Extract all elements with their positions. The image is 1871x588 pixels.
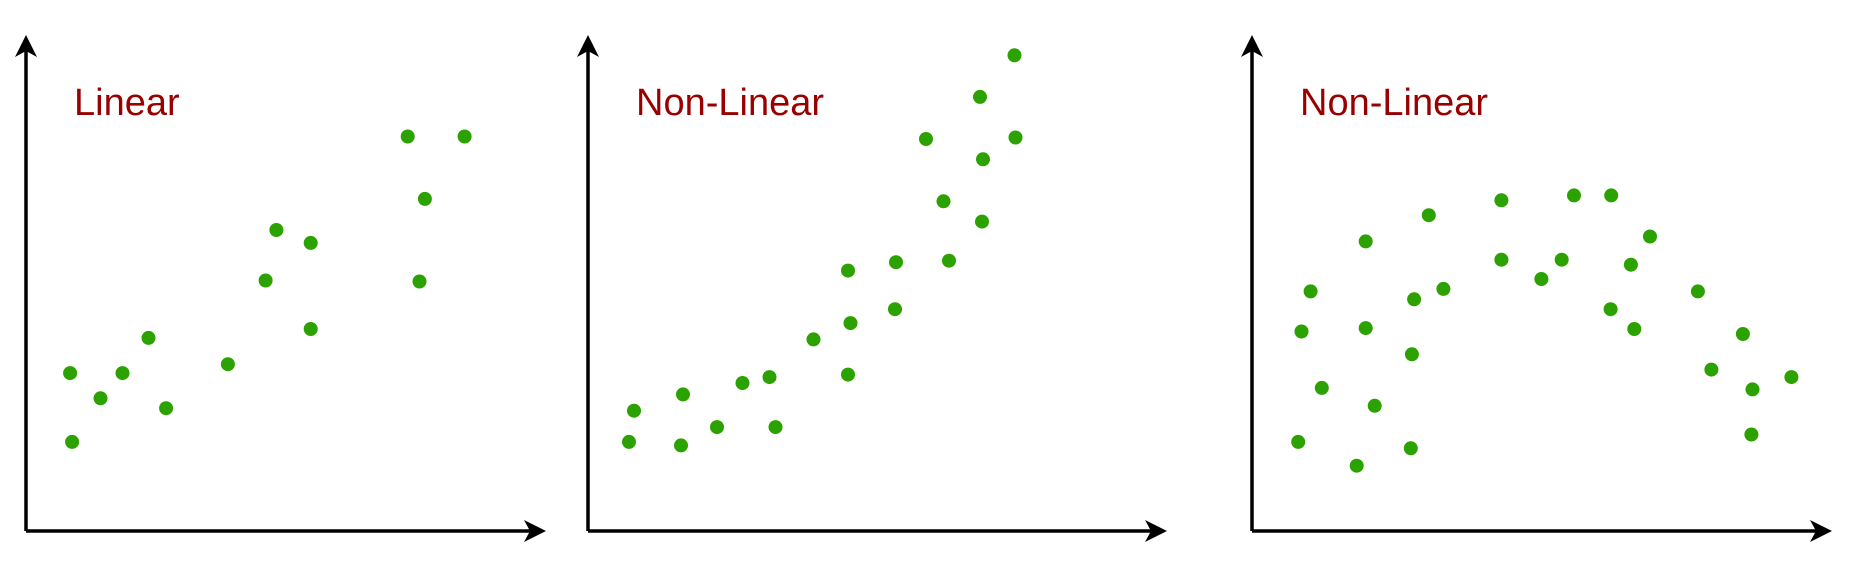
data-point [1567, 188, 1581, 203]
data-point [412, 274, 427, 289]
data-point [1008, 130, 1023, 145]
data-point [976, 152, 990, 167]
data-point [889, 255, 903, 270]
data-point [936, 194, 951, 209]
data-point [303, 235, 318, 250]
data-point [1358, 321, 1373, 336]
data-point [942, 253, 956, 268]
data-point [63, 366, 78, 381]
data-point [1367, 398, 1382, 413]
data-point [841, 263, 855, 278]
y-axis-arrow-icon [1241, 35, 1263, 57]
data-point [676, 387, 690, 402]
plot-area-nonlinear-curve [1241, 35, 1832, 542]
data-point [674, 438, 688, 453]
plot-area-nonlinear-growth [577, 35, 1167, 542]
data-point [841, 367, 855, 382]
data-point [115, 366, 130, 381]
data-point [303, 322, 318, 336]
x-axis-arrow-icon [1810, 520, 1832, 542]
data-point [1784, 370, 1799, 385]
data-point [1436, 281, 1451, 296]
data-point [1604, 188, 1619, 203]
panel-title: Linear [74, 82, 180, 124]
data-point [1294, 324, 1309, 339]
data-point [975, 214, 989, 229]
data-point [269, 223, 284, 237]
panel-linear: Linear [15, 35, 546, 542]
data-point [1291, 434, 1306, 449]
data-point [1404, 347, 1419, 362]
data-point [622, 434, 636, 449]
data-point [762, 370, 777, 385]
data-point [1349, 458, 1364, 473]
data-point [919, 132, 933, 146]
data-point [1314, 380, 1329, 395]
data-point [973, 89, 987, 104]
data-point [1643, 229, 1657, 244]
data-point [1554, 252, 1569, 267]
data-point [1007, 48, 1022, 63]
data-point [1494, 252, 1509, 267]
data-point [457, 129, 472, 144]
data-point [1704, 362, 1719, 377]
data-point [1494, 193, 1509, 208]
data-point [1623, 257, 1638, 272]
data-point [627, 403, 641, 418]
data-point [1627, 322, 1642, 336]
data-point [806, 332, 821, 347]
data-point [93, 391, 108, 406]
x-axis-arrow-icon [1145, 520, 1167, 542]
data-point [1603, 302, 1618, 317]
x-axis-arrow-icon [524, 520, 546, 542]
data-point [65, 434, 80, 449]
data-point [220, 357, 235, 372]
y-axis-arrow-icon [15, 35, 37, 57]
data-point [843, 316, 858, 331]
data-point [1745, 382, 1760, 397]
data-point [888, 302, 902, 317]
data-point [1744, 427, 1759, 442]
data-point [1303, 284, 1318, 299]
data-point [1534, 272, 1549, 286]
data-point [417, 191, 432, 206]
y-axis-arrow-icon [577, 35, 599, 57]
panel-nonlinear-growth: Non-Linear [577, 35, 1167, 542]
data-point [400, 129, 415, 144]
data-point [258, 273, 273, 288]
data-point [1735, 327, 1750, 341]
data-point [1407, 292, 1422, 307]
panel-title: Non-Linear [1300, 82, 1488, 124]
data-point [1421, 208, 1436, 223]
data-point [768, 420, 783, 435]
panel-title: Non-Linear [636, 82, 824, 124]
data-point [710, 420, 724, 435]
plot-area-linear [15, 35, 546, 542]
data-point [1403, 441, 1418, 456]
data-point [1358, 234, 1373, 249]
data-point [735, 376, 750, 390]
panel-nonlinear-curve: Non-Linear [1241, 35, 1832, 542]
data-point [159, 401, 174, 416]
data-point [1690, 284, 1705, 299]
data-point [141, 330, 156, 345]
